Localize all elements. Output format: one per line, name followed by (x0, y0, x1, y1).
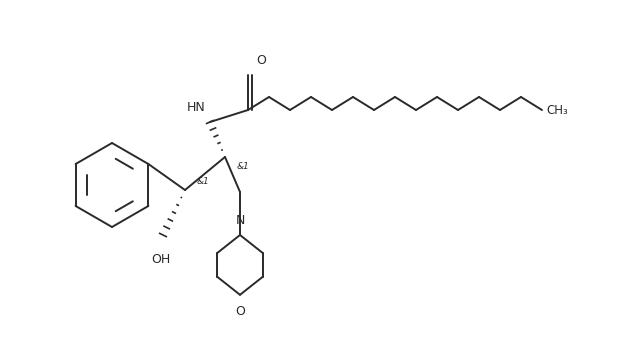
Text: CH₃: CH₃ (546, 105, 568, 118)
Text: O: O (256, 54, 266, 67)
Text: O: O (235, 305, 245, 318)
Text: HN: HN (186, 101, 205, 114)
Text: &1: &1 (237, 162, 250, 171)
Text: OH: OH (152, 253, 171, 266)
Text: &1: &1 (197, 177, 210, 186)
Text: N: N (236, 214, 244, 227)
